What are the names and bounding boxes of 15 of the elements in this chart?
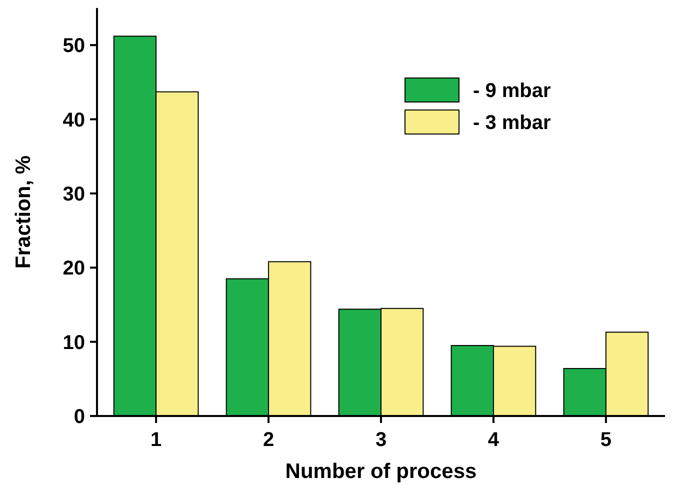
y-tick-label: 20: [62, 258, 85, 280]
y-axis-title: Fraction, %: [12, 155, 35, 269]
x-tick-label: 2: [262, 429, 274, 451]
x-axis-title: Number of process: [285, 460, 477, 483]
x-tick-label: 1: [150, 429, 162, 451]
y-tick-label: 0: [74, 406, 85, 428]
x-tick-label: 3: [375, 429, 387, 451]
y-tick-label: 50: [62, 35, 85, 58]
legend-label: - 9 mbar: [473, 80, 552, 102]
y-tick-label: 30: [62, 183, 85, 206]
x-tick-label: 5: [600, 429, 612, 451]
y-tick-label: 10: [62, 332, 85, 354]
x-tick-label: 4: [488, 429, 500, 451]
legend-label: - 3 mbar: [473, 112, 552, 134]
y-tick-label: 40: [62, 109, 85, 132]
